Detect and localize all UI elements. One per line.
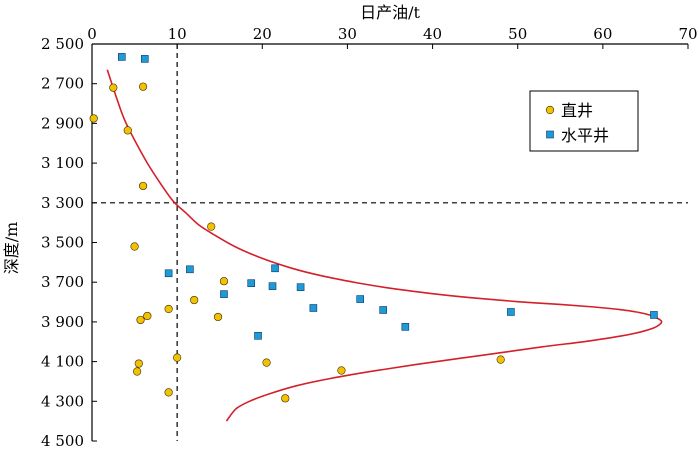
horizontal-well-point <box>507 308 515 316</box>
reference-lines <box>92 44 688 441</box>
vertical-well-point <box>219 277 229 286</box>
horizontal-well-point <box>186 265 194 274</box>
y-tick-label: 3 500 <box>41 234 84 252</box>
x-tick-label: 10 <box>168 25 187 43</box>
y-tick-label: 2 900 <box>41 114 84 132</box>
horizontal-well-point <box>271 264 279 273</box>
vertical-well-point <box>337 366 346 375</box>
vertical-well-point <box>136 315 145 325</box>
x-tick-label: 30 <box>338 25 357 43</box>
horizontal-well-point <box>309 304 318 312</box>
y-tick-label: 4 500 <box>41 432 84 450</box>
vertical-well-point <box>262 358 271 367</box>
vertical-well-point <box>164 388 173 397</box>
legend-box <box>529 90 639 152</box>
vertical-well-point <box>281 394 290 403</box>
fit-curve-layer <box>106 69 663 422</box>
x-tick-label: 50 <box>508 25 527 43</box>
x-ticks: 0 10 20 30 40 50 60 70 <box>87 25 698 49</box>
y-tick-label: 3 700 <box>41 273 84 291</box>
vertical-well-point <box>207 222 216 231</box>
y-tick-label: 2 700 <box>41 75 84 93</box>
horizontal-well-point <box>379 306 387 314</box>
vertical-well-point <box>138 181 148 191</box>
horizontal-well-point <box>220 290 228 298</box>
x-tick-label: 0 <box>87 25 97 43</box>
y-axis-title: 深度/m <box>2 222 21 275</box>
horizontal-well-point <box>650 311 658 319</box>
vertical-well-point <box>109 83 118 92</box>
y-tick-label: 4 300 <box>41 392 84 410</box>
vertical-well-point <box>133 367 142 376</box>
vertical-well-point <box>134 359 143 368</box>
legend-marker-vertical-well <box>545 105 555 115</box>
vertical-well-point <box>123 126 132 135</box>
legend-label-vertical-well: 直井 <box>561 101 593 120</box>
horizontal-well-point <box>247 279 256 287</box>
legend-marker-horizontal-well <box>546 130 554 139</box>
legend: 直井 水平井 <box>529 90 639 152</box>
vertical-well-point <box>496 355 505 364</box>
x-tick-label: 70 <box>678 25 697 43</box>
vertical-well-point <box>173 353 182 362</box>
x-tick-label: 60 <box>593 25 612 43</box>
vertical-well-point <box>138 82 148 91</box>
horizontal-well-point <box>254 331 262 340</box>
horizontal-well-point <box>164 269 173 278</box>
vertical-well-point <box>190 295 199 305</box>
horizontal-well-point <box>401 323 410 331</box>
vertical-well-point <box>213 312 223 322</box>
vertical-well-point <box>143 311 152 321</box>
vertical-well-point <box>164 304 173 314</box>
x-tick-label: 20 <box>253 25 272 43</box>
x-tick-label: 40 <box>423 25 442 43</box>
horizontal-well-point <box>140 55 149 63</box>
vertical-well-point <box>89 114 98 123</box>
fit-curve-line <box>106 69 663 422</box>
y-tick-label: 3 900 <box>41 313 84 331</box>
y-tick-label: 4 100 <box>41 353 84 371</box>
y-tick-label: 2 500 <box>41 35 84 53</box>
horizontal-well-point <box>118 53 126 61</box>
horizontal-well-point <box>296 283 305 291</box>
horizontal-well-point <box>268 282 277 290</box>
horizontal-well-point <box>356 295 365 303</box>
y-tick-label: 3 300 <box>41 194 84 212</box>
y-tick-label: 3 100 <box>41 154 84 172</box>
legend-label-horizontal-well: 水平井 <box>561 126 609 145</box>
y-ticks: 2 500 2 700 2 900 3 100 3 300 3 500 3 700 3 900… <box>41 35 97 450</box>
points-layer <box>89 53 658 403</box>
x-axis-title: 日产油/t <box>360 3 420 22</box>
vertical-well-point <box>130 242 139 251</box>
